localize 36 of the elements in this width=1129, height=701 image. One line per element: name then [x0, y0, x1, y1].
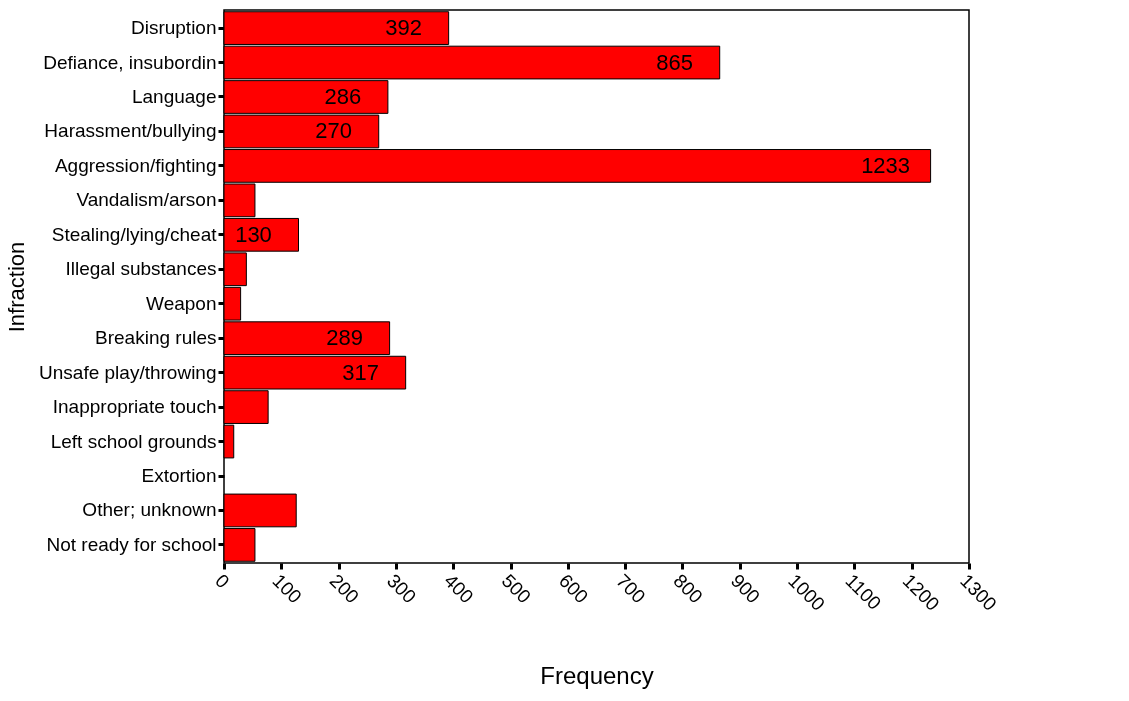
y-tick-label: Language [131, 86, 217, 107]
x-tick-label: 500 [497, 570, 535, 608]
y-tick-label: Extortion [141, 465, 217, 486]
y-tick-label: Aggression/fighting [54, 154, 217, 176]
x-axis-title: Frequency [540, 661, 654, 689]
y-tick-label: Breaking rules [95, 327, 217, 349]
y-axis-title: Infraction [4, 241, 30, 333]
data-label: 317 [342, 359, 380, 385]
y-tick-label: Other; unknown [82, 499, 217, 521]
x-tick-label: 300 [382, 570, 421, 608]
data-label: 270 [315, 118, 353, 144]
y-tick-label: Illegal substances [65, 258, 217, 280]
x-tick-label: 700 [612, 570, 650, 608]
y-tick-label: Weapon [146, 292, 217, 314]
data-label: 865 [656, 49, 694, 75]
data-label: 130 [235, 221, 272, 247]
y-tick-label: Harassment/bullying [44, 120, 217, 142]
y-tick-label: Left school grounds [50, 430, 217, 452]
x-tick-label: 0 [211, 570, 234, 593]
data-label: 289 [326, 325, 363, 351]
y-tick-label: Stealing/lying/cheat [51, 223, 218, 245]
y-tick-label: Inappropriate touch [52, 396, 217, 418]
data-label: 392 [385, 15, 423, 41]
x-tick-label: 600 [554, 570, 593, 608]
y-tick-label: Disruption [130, 17, 217, 39]
x-tick-label: 800 [669, 570, 707, 608]
y-tick-label: Vandalism/arson [76, 189, 217, 211]
x-tick-label: 900 [726, 570, 765, 608]
y-tick-label: Unsafe play/throwing [39, 361, 217, 383]
data-label: 1233 [861, 152, 911, 178]
y-tick-label: Not ready for school [46, 533, 217, 555]
x-tick-label: 200 [325, 570, 363, 608]
y-tick-label: Defiance, insubordin [43, 51, 217, 73]
x-tick-label: 400 [440, 570, 478, 608]
data-label: 286 [324, 84, 362, 109]
x-tick-label: 100 [268, 570, 306, 608]
